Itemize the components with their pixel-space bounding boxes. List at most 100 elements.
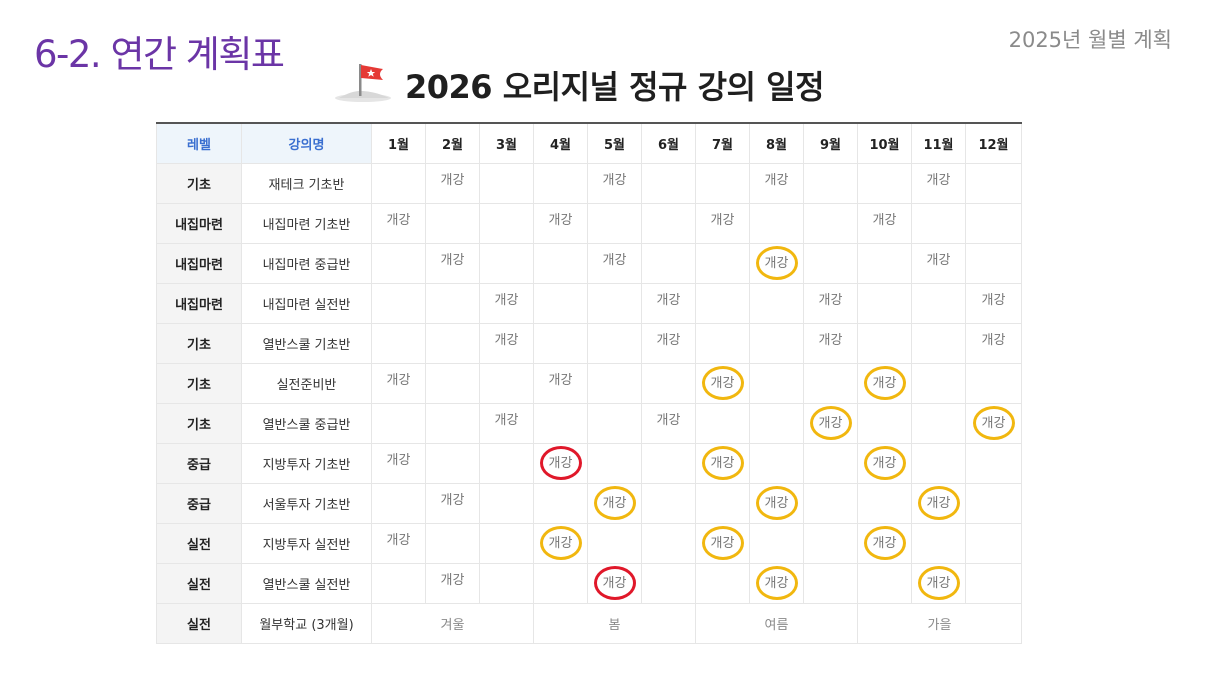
opening-mark: 개강 xyxy=(386,533,411,548)
month-cell xyxy=(371,402,426,444)
header-month: 9월 xyxy=(803,122,858,164)
month-cell xyxy=(425,522,480,564)
month-cell: 개강 xyxy=(911,562,966,604)
table-row: 내집마련 내집마련 기초반 개강 개강 개강 개강 xyxy=(156,202,1022,244)
header-month: 6월 xyxy=(641,122,696,164)
highlighted-opening-mark: 개강 xyxy=(701,366,744,400)
month-cell xyxy=(965,482,1022,524)
month-cell xyxy=(641,242,696,284)
month-cell xyxy=(371,162,426,204)
opening-mark: 개강 xyxy=(656,293,681,308)
month-cell xyxy=(641,162,696,204)
opening-mark: 개강 xyxy=(494,413,519,428)
highlighted-opening-mark: 개강 xyxy=(863,526,906,560)
month-cell xyxy=(803,202,858,244)
row-course-name: 내집마련 기초반 xyxy=(241,202,372,244)
header-month: 7월 xyxy=(695,122,750,164)
opening-mark: 개강 xyxy=(818,293,843,308)
month-cell: 개강 xyxy=(695,202,750,244)
month-cell: 개강 xyxy=(371,522,426,564)
month-cell xyxy=(803,562,858,604)
month-cell: 개강 xyxy=(587,162,642,204)
month-cell xyxy=(695,242,750,284)
opening-mark: 개강 xyxy=(602,173,627,188)
month-cell xyxy=(533,322,588,364)
month-cell xyxy=(641,442,696,484)
month-cell xyxy=(479,482,534,524)
month-cell xyxy=(965,442,1022,484)
table-row: 중급 지방투자 기초반 개강 개강 개강 개강 xyxy=(156,442,1022,484)
opening-mark: 개강 xyxy=(440,173,465,188)
season-cell-winter: 겨울 xyxy=(371,602,534,644)
month-cell: 개강 xyxy=(803,282,858,324)
month-cell xyxy=(587,322,642,364)
highlighted-opening-mark: 개강 xyxy=(755,566,798,600)
month-cell xyxy=(749,522,804,564)
month-cell xyxy=(857,402,912,444)
header-month: 11월 xyxy=(911,122,966,164)
month-cell xyxy=(479,562,534,604)
month-cell xyxy=(965,522,1022,564)
month-cell xyxy=(749,442,804,484)
month-cell: 개강 xyxy=(965,282,1022,324)
row-course-name: 내집마련 실전반 xyxy=(241,282,372,324)
month-cell xyxy=(965,162,1022,204)
opening-mark: 개강 xyxy=(656,413,681,428)
highlighted-opening-mark: 개강 xyxy=(539,526,582,560)
month-cell xyxy=(641,522,696,564)
month-cell xyxy=(479,202,534,244)
month-cell xyxy=(533,482,588,524)
row-course-name: 열반스쿨 기초반 xyxy=(241,322,372,364)
highlighted-opening-mark: 개강 xyxy=(593,566,636,600)
month-cell xyxy=(533,562,588,604)
opening-mark: 개강 xyxy=(386,373,411,388)
opening-mark: 개강 xyxy=(386,213,411,228)
table-header-row: 레벨 강의명 1월 2월 3월 4월 5월 6월 7월 8월 9월 10월 11… xyxy=(156,122,1022,164)
month-cell xyxy=(857,562,912,604)
month-cell xyxy=(533,282,588,324)
month-cell: 개강 xyxy=(911,242,966,284)
month-cell xyxy=(425,442,480,484)
month-cell: 개강 xyxy=(587,562,642,604)
month-cell xyxy=(749,362,804,404)
row-level: 실전 xyxy=(156,602,242,644)
month-cell: 개강 xyxy=(641,402,696,444)
month-cell: 개강 xyxy=(803,402,858,444)
header-month: 8월 xyxy=(749,122,804,164)
month-cell: 개강 xyxy=(641,282,696,324)
month-cell: 개강 xyxy=(803,322,858,364)
row-course-name: 월부학교 (3개월) xyxy=(241,602,372,644)
month-cell xyxy=(587,282,642,324)
month-cell: 개강 xyxy=(479,322,534,364)
month-cell xyxy=(803,242,858,284)
month-cell xyxy=(641,362,696,404)
month-cell: 개강 xyxy=(695,362,750,404)
header-month: 2월 xyxy=(425,122,480,164)
month-cell xyxy=(911,362,966,404)
month-cell xyxy=(371,322,426,364)
row-course-name: 열반스쿨 실전반 xyxy=(241,562,372,604)
month-cell: 개강 xyxy=(371,362,426,404)
header-course-name: 강의명 xyxy=(241,122,372,164)
row-course-name: 서울투자 기초반 xyxy=(241,482,372,524)
month-cell xyxy=(587,362,642,404)
month-cell xyxy=(641,202,696,244)
month-cell xyxy=(911,322,966,364)
month-cell xyxy=(641,482,696,524)
opening-mark: 개강 xyxy=(981,333,1006,348)
row-level: 중급 xyxy=(156,442,242,484)
month-cell xyxy=(479,522,534,564)
highlighted-opening-mark: 개강 xyxy=(972,406,1015,440)
highlighted-opening-mark: 개강 xyxy=(539,446,582,480)
month-cell: 개강 xyxy=(857,362,912,404)
month-cell xyxy=(425,362,480,404)
month-cell xyxy=(803,162,858,204)
month-cell xyxy=(803,482,858,524)
row-level: 내집마련 xyxy=(156,282,242,324)
month-cell xyxy=(749,402,804,444)
month-cell xyxy=(479,362,534,404)
month-cell xyxy=(911,202,966,244)
month-cell: 개강 xyxy=(641,322,696,364)
month-cell xyxy=(965,242,1022,284)
row-level: 중급 xyxy=(156,482,242,524)
